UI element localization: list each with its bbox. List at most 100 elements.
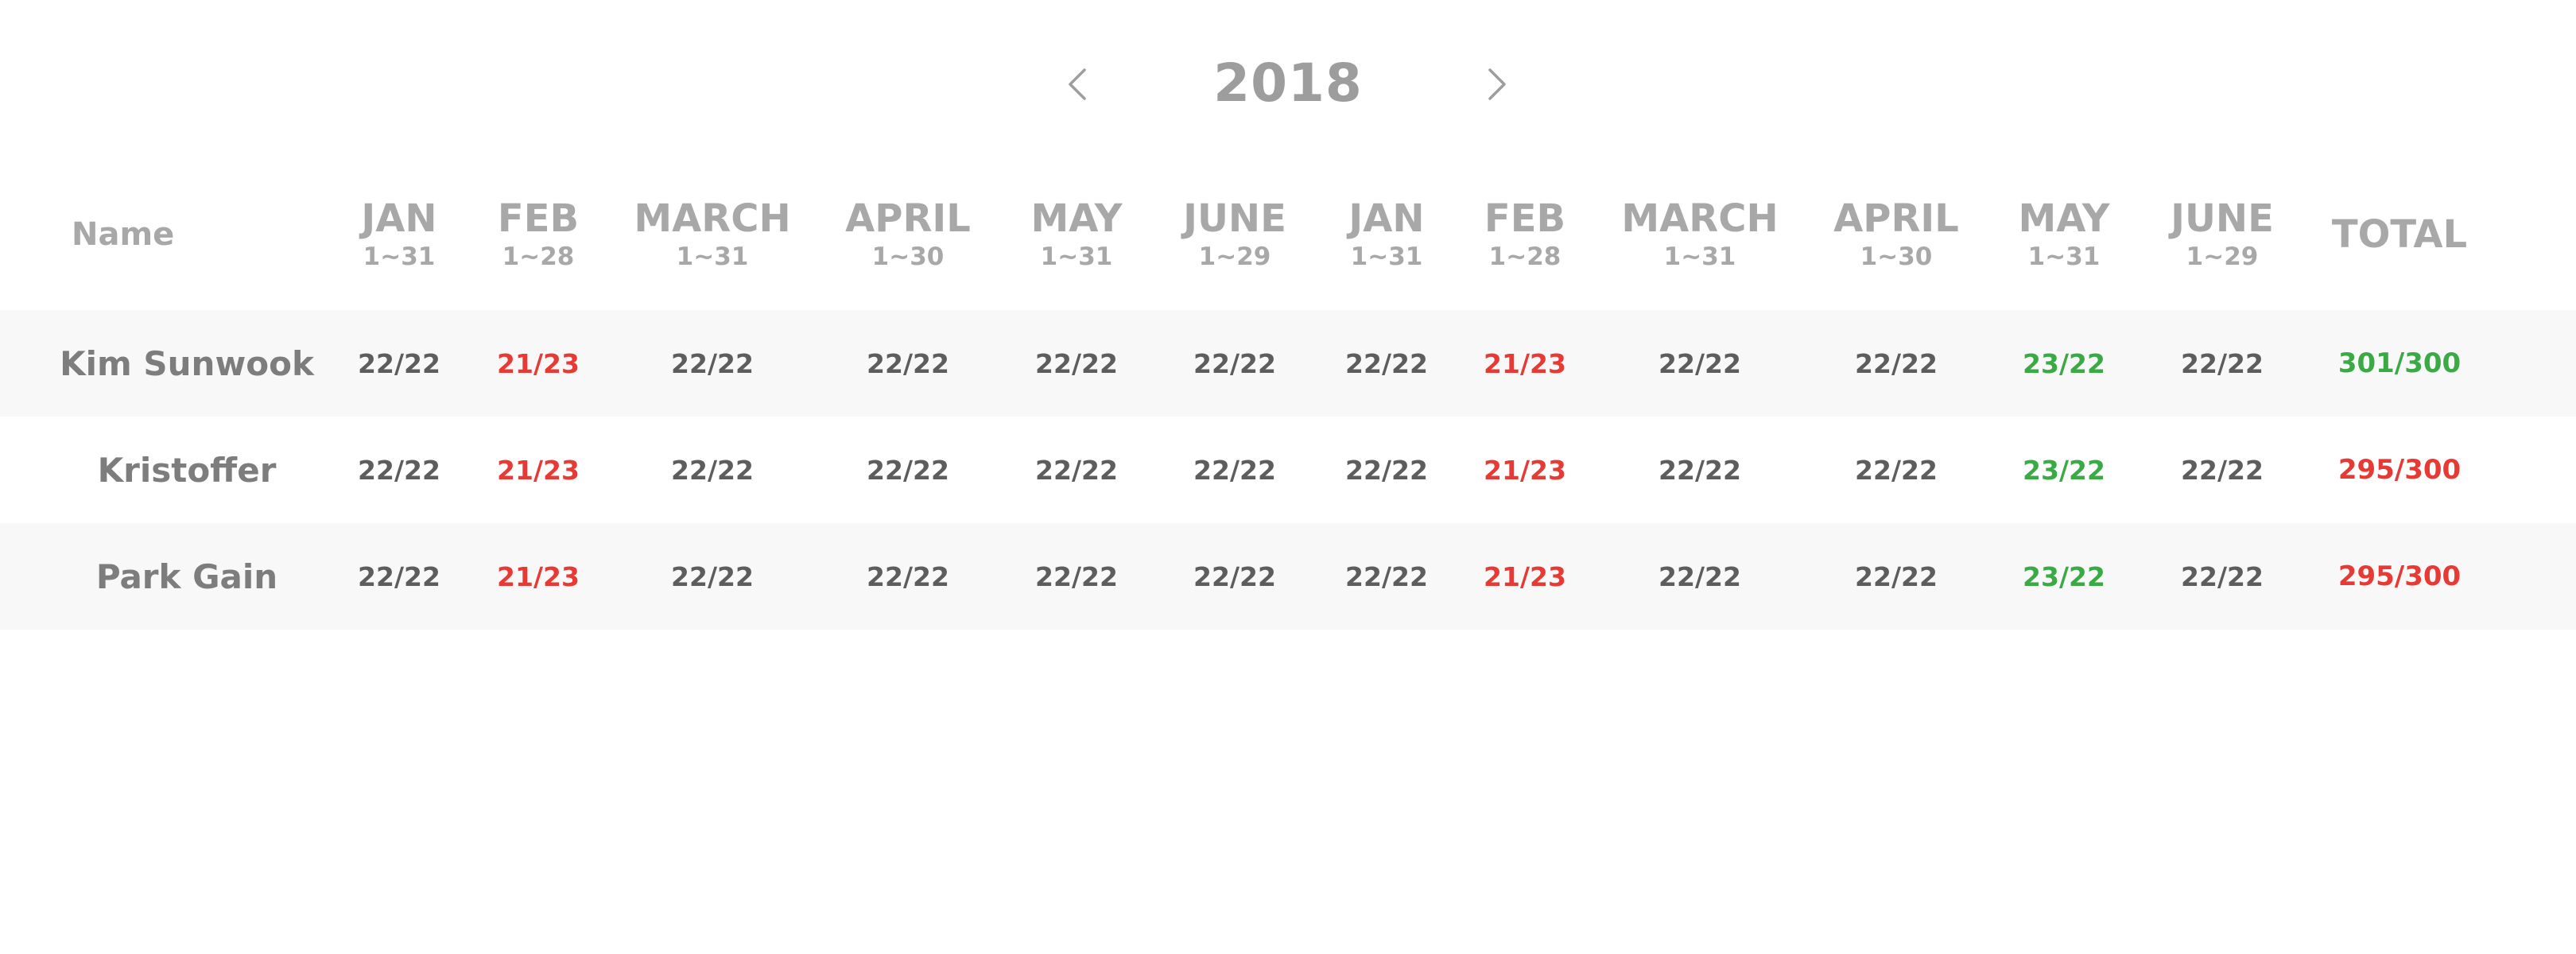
attendance-value: 22/22 bbox=[1035, 454, 1118, 486]
month-range: 1~29 bbox=[1198, 242, 1271, 271]
attendance-value: 22/22 bbox=[1855, 560, 1938, 592]
month-value-cell: 22/22 bbox=[617, 310, 808, 417]
attendance-value: 23/22 bbox=[2023, 560, 2105, 592]
attendance-value: 22/22 bbox=[2181, 454, 2264, 486]
employee-name-cell: Park Gain bbox=[60, 523, 314, 630]
month-value-cell: 22/22 bbox=[1604, 417, 1795, 523]
employee-name: Park Gain bbox=[95, 556, 278, 596]
attendance-value: 22/22 bbox=[358, 560, 440, 592]
attendance-value: 21/23 bbox=[497, 560, 580, 592]
month-label: MAY bbox=[2018, 196, 2110, 241]
month-label: JAN bbox=[361, 196, 437, 241]
month-value-cell: 22/22 bbox=[1801, 417, 1992, 523]
attendance-value: 22/22 bbox=[1193, 560, 1276, 592]
month-value-cell: 23/22 bbox=[1969, 310, 2159, 417]
month-label: JUNE bbox=[1183, 196, 1286, 241]
month-label: MARCH bbox=[1621, 196, 1779, 241]
month-value-cell: 22/22 bbox=[1604, 523, 1795, 630]
attendance-value: 22/22 bbox=[867, 347, 949, 379]
employee-name: Kim Sunwook bbox=[60, 343, 314, 383]
attendance-value: 21/23 bbox=[1484, 560, 1566, 592]
attendance-value: 22/22 bbox=[2181, 347, 2264, 379]
attendance-value: 22/22 bbox=[1345, 560, 1428, 592]
month-header: FEB 1~28 bbox=[1430, 179, 1620, 290]
attendance-value: 21/23 bbox=[497, 347, 580, 379]
attendance-value: 22/22 bbox=[1658, 454, 1741, 486]
month-value-cell: 23/22 bbox=[1969, 523, 2159, 630]
table-row: Park Gain 22/22 21/23 22/22 22/22 22/22 … bbox=[0, 523, 2576, 630]
month-header: MARCH 1~31 bbox=[1604, 179, 1795, 290]
month-value-cell: 22/22 bbox=[1801, 523, 1992, 630]
employee-name: Kristoffer bbox=[97, 450, 277, 490]
month-value-cell: 22/22 bbox=[1139, 310, 1330, 417]
table-row: Kim Sunwook 22/22 21/23 22/22 22/22 22/2… bbox=[0, 310, 2576, 417]
attendance-value: 23/22 bbox=[2023, 454, 2105, 486]
month-value-cell: 22/22 bbox=[617, 523, 808, 630]
attendance-value: 22/22 bbox=[1035, 347, 1118, 379]
month-value-cell: 22/22 bbox=[2127, 523, 2318, 630]
month-value-cell: 22/22 bbox=[1139, 417, 1330, 523]
month-header: JUNE 1~29 bbox=[1139, 179, 1330, 290]
month-header: APRIL 1~30 bbox=[813, 179, 1003, 290]
month-value-cell: 22/22 bbox=[1801, 310, 1992, 417]
month-value-cell: 21/23 bbox=[1430, 417, 1620, 523]
month-value-cell: 21/23 bbox=[1430, 523, 1620, 630]
month-header: APRIL 1~30 bbox=[1801, 179, 1992, 290]
total-value: 301/300 bbox=[2337, 347, 2462, 379]
month-range: 1~31 bbox=[1040, 242, 1113, 271]
month-value-cell: 22/22 bbox=[813, 310, 1003, 417]
month-range: 1~31 bbox=[1663, 242, 1736, 271]
month-label: JAN bbox=[1348, 196, 1425, 241]
month-value-cell: 21/23 bbox=[443, 310, 634, 417]
month-value-cell: 21/23 bbox=[443, 417, 634, 523]
attendance-value: 22/22 bbox=[1035, 560, 1118, 592]
attendance-value: 22/22 bbox=[358, 454, 440, 486]
month-value-cell: 22/22 bbox=[304, 310, 495, 417]
month-value-cell: 22/22 bbox=[813, 417, 1003, 523]
chevron-right-icon[interactable] bbox=[1472, 60, 1520, 108]
attendance-value: 22/22 bbox=[358, 347, 440, 379]
month-label: FEB bbox=[497, 196, 580, 241]
year-navigation: 2018 bbox=[0, 40, 2576, 127]
month-header: FEB 1~28 bbox=[443, 179, 634, 290]
attendance-value: 22/22 bbox=[1658, 560, 1741, 592]
total-cell: 295/300 bbox=[2304, 417, 2495, 523]
month-range: 1~31 bbox=[1350, 242, 1423, 271]
month-label: APRIL bbox=[845, 196, 971, 241]
month-range: 1~29 bbox=[2186, 242, 2259, 271]
total-header-label: TOTAL bbox=[2331, 212, 2468, 257]
month-value-cell: 22/22 bbox=[304, 417, 495, 523]
attendance-value: 21/23 bbox=[1484, 347, 1566, 379]
name-header-label: Name bbox=[72, 216, 175, 253]
month-range: 1~30 bbox=[871, 242, 945, 271]
month-header: JAN 1~31 bbox=[1291, 179, 1482, 290]
attendance-value: 21/23 bbox=[1484, 454, 1566, 486]
attendance-value: 22/22 bbox=[671, 347, 754, 379]
attendance-value: 22/22 bbox=[867, 454, 949, 486]
month-value-cell: 23/22 bbox=[1969, 417, 2159, 523]
month-value-cell: 22/22 bbox=[1291, 523, 1482, 630]
total-value: 295/300 bbox=[2337, 454, 2462, 486]
attendance-value: 22/22 bbox=[1193, 454, 1276, 486]
month-label: APRIL bbox=[1833, 196, 1959, 241]
chevron-left-icon[interactable] bbox=[1054, 60, 1102, 108]
attendance-value: 22/22 bbox=[1345, 347, 1428, 379]
total-value: 295/300 bbox=[2337, 560, 2462, 592]
month-value-cell: 22/22 bbox=[2127, 417, 2318, 523]
year-label: 2018 bbox=[1213, 52, 1363, 114]
month-value-cell: 22/22 bbox=[304, 523, 495, 630]
attendance-value: 22/22 bbox=[1855, 454, 1938, 486]
month-header: MARCH 1~31 bbox=[617, 179, 808, 290]
month-header: JAN 1~31 bbox=[304, 179, 495, 290]
attendance-value: 22/22 bbox=[1855, 347, 1938, 379]
month-value-cell: 22/22 bbox=[1291, 417, 1482, 523]
employee-name-cell: Kim Sunwook bbox=[60, 310, 314, 417]
name-column-header: Name bbox=[72, 179, 246, 290]
month-range: 1~31 bbox=[676, 242, 749, 271]
month-range: 1~31 bbox=[363, 242, 436, 271]
attendance-value: 22/22 bbox=[1658, 347, 1741, 379]
total-column-header: TOTAL bbox=[2304, 179, 2495, 290]
month-label: FEB bbox=[1484, 196, 1566, 241]
month-label: MAY bbox=[1030, 196, 1123, 241]
